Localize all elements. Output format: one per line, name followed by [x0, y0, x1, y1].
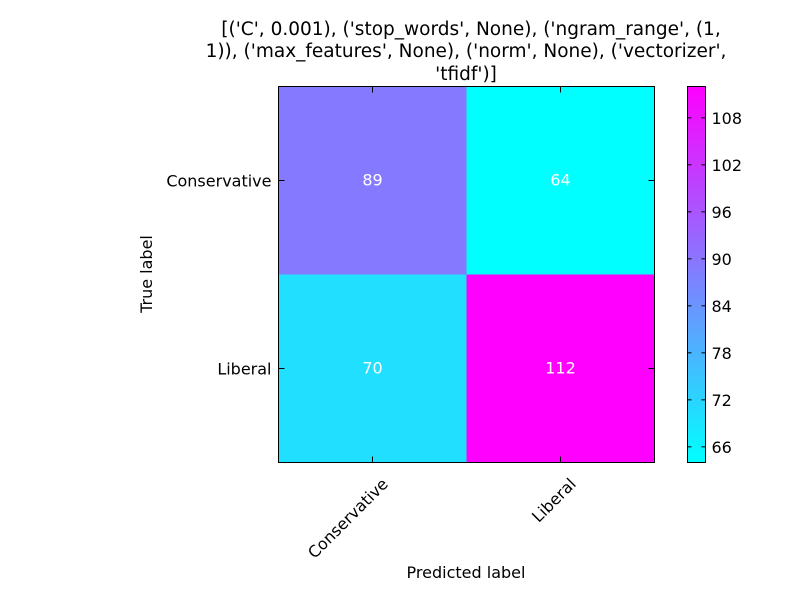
- colorbar: 66 72 78 84 90 96 102 108: [687, 86, 743, 463]
- colorbar-gradient: [687, 86, 706, 463]
- x-tick-label: Conservative: [304, 474, 392, 562]
- heatmap-cell: [278, 86, 467, 275]
- cell-value-label: 70: [362, 359, 382, 378]
- chart-title: [('C', 0.001), ('stop_words', None), ('n…: [206, 19, 727, 85]
- colorbar-tick-label: 90: [712, 250, 732, 269]
- title-line-1: [('C', 0.001), ('stop_words', None), ('n…: [221, 19, 720, 40]
- colorbar-tick-label: 84: [712, 297, 732, 316]
- x-axis-label: Predicted label: [407, 563, 526, 582]
- title-line-3: 'tfidf')]: [435, 64, 497, 85]
- cell-value-label: 64: [550, 171, 570, 190]
- title-line-2: 1)), ('max_features', None), ('norm', No…: [206, 41, 727, 62]
- y-tick-label: Liberal: [217, 360, 271, 379]
- colorbar-tick-label: 72: [712, 391, 732, 410]
- plot-frame: [278, 86, 655, 463]
- x-tick-label: Liberal: [528, 474, 580, 526]
- colorbar-tick-label: 66: [712, 438, 732, 457]
- colorbar-tick-label: 108: [712, 109, 743, 128]
- heatmap-cell: [278, 274, 467, 463]
- colorbar-tick-label: 102: [712, 156, 743, 175]
- heatmap-cells: 89 64 70 112: [278, 86, 655, 463]
- heatmap-cell: [466, 86, 655, 275]
- cell-value-label: 89: [362, 171, 382, 190]
- x-tick-labels: Conservative Liberal: [304, 474, 580, 562]
- colorbar-ticks: 66 72 78 84 90 96 102 108: [687, 109, 743, 457]
- colorbar-tick-label: 78: [712, 344, 732, 363]
- y-tick-label: Conservative: [166, 172, 271, 191]
- cell-value-label: 112: [545, 359, 576, 378]
- y-axis-label: True label: [137, 235, 156, 314]
- axis-ticks: [278, 86, 655, 463]
- heatmap-cell: [466, 274, 655, 463]
- y-tick-labels: Conservative Liberal: [166, 172, 271, 379]
- colorbar-tick-label: 96: [712, 203, 732, 222]
